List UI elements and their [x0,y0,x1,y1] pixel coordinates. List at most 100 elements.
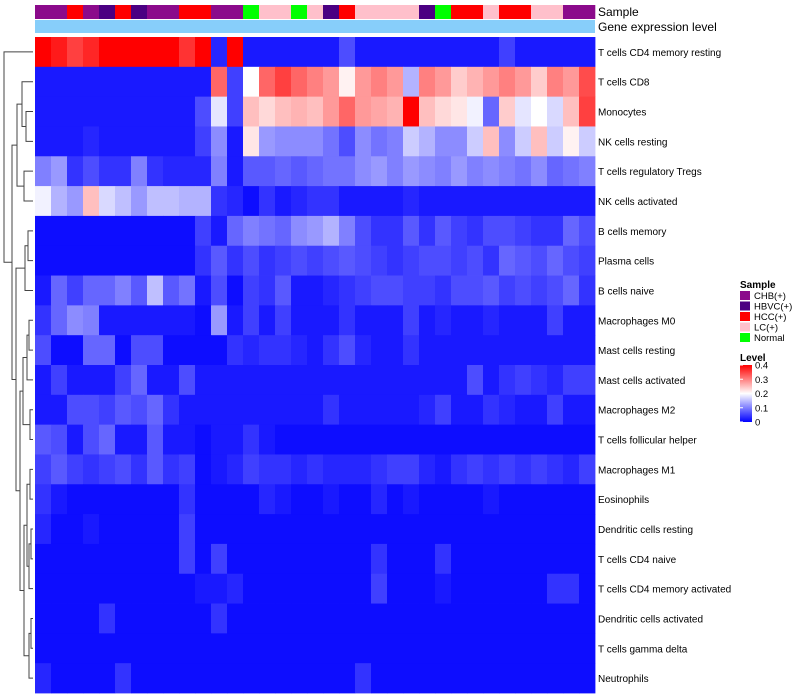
heatmap-cell [547,66,564,98]
heatmap-cell [355,37,372,68]
heatmap-cell [83,573,100,604]
heatmap-cell [435,573,452,604]
heatmap-cell [291,335,308,366]
heatmap-cell [403,305,420,336]
heatmap-cell [259,156,276,187]
heatmap-cell [467,365,484,396]
heatmap-cell [515,335,532,366]
heatmap-cell [291,603,308,634]
heatmap-cell [483,365,500,396]
heatmap-cell [195,514,212,545]
heatmap-cell [323,365,340,396]
heatmap-cell [131,663,148,694]
heatmap-cell [451,66,468,98]
heatmap-cell [403,37,420,68]
heatmap-cell [51,186,68,217]
heatmap-cell [147,156,164,187]
heatmap-cell [243,603,260,634]
heatmap-cell [51,96,68,127]
row-label: Monocytes [598,108,646,119]
heatmap-cell [307,454,324,485]
heatmap-cell [147,663,164,694]
sample-annotation-cell [531,5,548,19]
heatmap-cell [83,543,100,575]
heatmap-cell [51,305,68,336]
heatmap-cell [435,245,452,276]
heatmap-cell [227,603,244,634]
heatmap-cell [195,215,212,247]
heatmap-cell [115,573,132,604]
heatmap-cell [163,603,180,634]
heatmap-cell [451,424,468,455]
heatmap-cell [467,37,484,68]
heatmap-cell [499,543,516,575]
heatmap-cell [483,543,500,575]
heatmap-cell [355,245,372,276]
heatmap-cell [35,186,52,217]
heatmap-cell [275,663,292,694]
heatmap-cell [419,573,436,604]
heatmap-cell [259,633,276,664]
heatmap-cell [387,365,404,396]
heatmap-cell [67,573,84,604]
heatmap-cell [275,126,292,157]
heatmap-cell [163,305,180,336]
heatmap-cell [579,66,596,98]
heatmap-cell [99,454,116,485]
heatmap-cell [579,335,596,366]
heatmap-cell [467,96,484,127]
heatmap-cell [499,573,516,604]
dendrogram-branch [30,617,33,649]
heatmap-cell [211,514,228,545]
heatmap-cell [35,37,52,68]
heatmap-cell [275,543,292,575]
heatmap-cell [419,663,436,694]
heatmap-cell [243,37,260,68]
heatmap-cell [579,454,596,485]
heatmap-cell [131,126,148,157]
sample-annotation-cell [83,5,100,19]
heatmap-cell [307,305,324,336]
heatmap-cell [515,573,532,604]
heatmap-cell [275,305,292,336]
heatmap-cell [195,394,212,426]
heatmap-cell [339,573,356,604]
heatmap-cell [355,186,372,217]
heatmap-cell [115,394,132,426]
heatmap-cell [243,663,260,694]
sample-annotation-cell [547,5,564,19]
heatmap-cell [579,633,596,664]
heatmap-cell [211,394,228,426]
heatmap-cell [35,335,52,366]
heatmap-cell [211,633,228,664]
heatmap-cell [35,514,52,545]
heatmap-cell [227,514,244,545]
heatmap-cell [227,186,244,217]
heatmap-cell [371,663,388,694]
heatmap-cell [35,573,52,604]
heatmap-cell [51,514,68,545]
heatmap-cell [419,37,436,68]
heatmap-cell [531,305,548,336]
row-label: Neutrophils [598,674,649,685]
heatmap-cell [515,394,532,426]
heatmap-cell [483,573,500,604]
heatmap-cell [403,126,420,157]
heatmap-cell [163,96,180,127]
heatmap-cell [339,186,356,217]
heatmap-cell [451,484,468,515]
heatmap-cell [307,335,324,366]
heatmap-cell [451,305,468,336]
heatmap-cell [275,215,292,247]
heatmap-cell [179,365,196,396]
heatmap-cell [115,126,132,157]
heatmap-cell [579,215,596,247]
heatmap-cell [435,454,452,485]
heatmap-cell [227,305,244,336]
heatmap-cell [547,365,564,396]
heatmap-cell [387,156,404,187]
heatmap-cell [291,186,308,217]
heatmap-cell [419,96,436,127]
heatmap-cell [147,365,164,396]
heatmap-cell [131,573,148,604]
